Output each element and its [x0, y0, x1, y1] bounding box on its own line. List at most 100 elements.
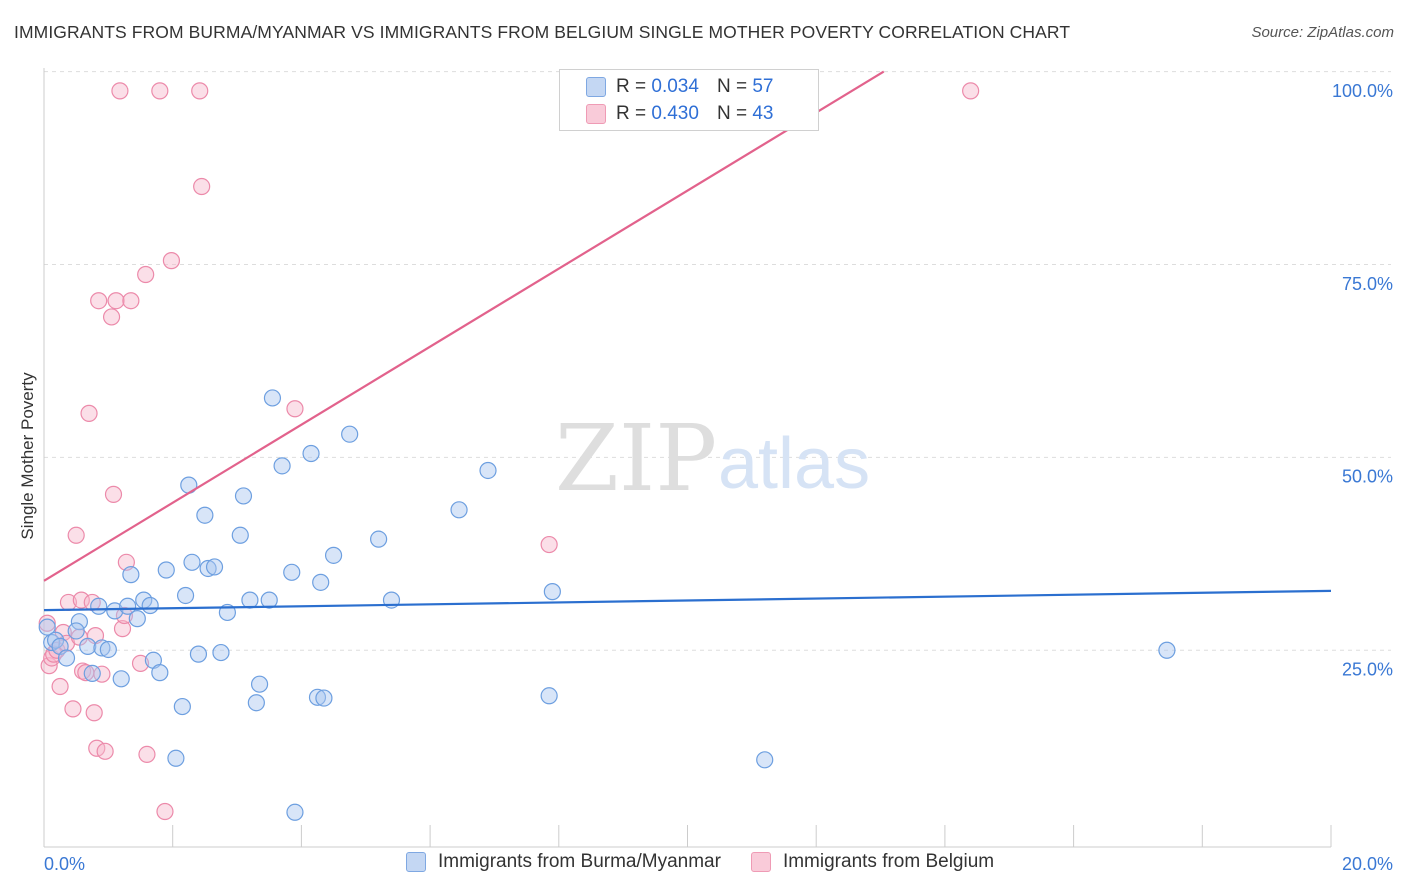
- burma-point: [1158, 641, 1176, 659]
- belgium-point: [51, 677, 69, 696]
- burma-point: [196, 506, 214, 524]
- series-legend: Immigrants from Burma/Myanmar Immigrants…: [406, 851, 1024, 873]
- burma-point: [176, 586, 195, 605]
- burma-point: [540, 687, 558, 705]
- watermark-zip: ZIP: [555, 405, 717, 512]
- belgium-point: [93, 665, 111, 683]
- belgium-point: [38, 614, 56, 632]
- burma-point: [302, 444, 320, 463]
- burma-point: [263, 389, 282, 407]
- belgium-point: [131, 654, 150, 672]
- burma-point: [273, 457, 291, 475]
- tick-labels: 25.0% 50.0% 75.0% 100.0% 0.0% 20.0%: [44, 81, 1393, 874]
- belgium-point: [107, 292, 125, 310]
- burma-point: [286, 803, 304, 821]
- burma-point: [199, 559, 217, 578]
- burma-point: [341, 425, 359, 443]
- burma-point: [189, 645, 208, 663]
- belgium-point: [286, 400, 304, 418]
- series-legend-burma[interactable]: Immigrants from Burma/Myanmar: [406, 851, 721, 873]
- axes: [43, 68, 1332, 848]
- belgium-point: [113, 620, 132, 638]
- burma-point: [260, 591, 278, 609]
- burma-point: [141, 596, 159, 615]
- burma-point: [370, 530, 388, 548]
- burma-point: [312, 573, 330, 591]
- belgium-point: [151, 82, 169, 100]
- burma-point: [38, 618, 56, 636]
- trend-lines: [43, 70, 1332, 612]
- burma-point: [119, 597, 137, 615]
- burma-point: [93, 639, 111, 657]
- chart-title: IMMIGRANTS FROM BURMA/MYANMAR VS IMMIGRA…: [14, 22, 1071, 42]
- series-swatch-blue: [406, 852, 426, 872]
- legend-row-belgium: R = 0.430 N = 43: [586, 101, 773, 127]
- burma-point: [151, 664, 169, 682]
- watermark-atlas: atlas: [718, 424, 870, 504]
- burma-point: [283, 563, 301, 581]
- y-tick-label: 75.0%: [1342, 274, 1393, 294]
- correlation-legend: R = 0.034 N = 57 R = 0.430 N = 43: [559, 69, 819, 131]
- burma-point: [167, 749, 185, 767]
- burma-point: [122, 566, 140, 584]
- belgium-point: [193, 177, 211, 196]
- burma-point: [106, 602, 124, 620]
- burma-points: [38, 389, 1176, 821]
- belgium-point: [138, 745, 156, 764]
- watermark: ZIP atlas: [555, 405, 870, 512]
- burma-point: [247, 694, 265, 712]
- burma-point: [543, 583, 561, 601]
- burma-point: [79, 637, 97, 655]
- legend-r-label: R =: [616, 76, 647, 97]
- series-label-burma: Immigrants from Burma/Myanmar: [438, 851, 721, 872]
- belgium-point: [115, 606, 134, 625]
- belgium-point: [191, 82, 209, 100]
- burma-point: [70, 613, 88, 631]
- burma-point: [234, 487, 253, 505]
- belgium-point: [962, 82, 980, 100]
- belgium-point: [67, 526, 85, 544]
- belgium-point: [64, 700, 82, 718]
- belgium-point: [111, 82, 129, 100]
- y-tick-label: 100.0%: [1332, 81, 1393, 101]
- belgium-point: [137, 265, 155, 284]
- belgium-point: [122, 292, 140, 310]
- legend-row-burma: R = 0.034 N = 57: [586, 74, 773, 100]
- belgium-point: [85, 704, 103, 722]
- burma-point: [183, 553, 201, 571]
- burma-point: [112, 670, 130, 688]
- gridlines: [44, 71, 1391, 651]
- belgium-trend-line: [43, 70, 885, 582]
- burma-point: [250, 675, 269, 693]
- burma-point: [756, 751, 774, 769]
- legend-n-label: N =: [716, 103, 748, 124]
- burma-point: [231, 526, 249, 544]
- series-legend-belgium[interactable]: Immigrants from Belgium: [750, 851, 995, 873]
- burma-trend-line: [43, 589, 1332, 612]
- series-swatch-pink: [750, 852, 771, 872]
- burma-point: [83, 664, 101, 682]
- belgium-point: [540, 535, 558, 554]
- burma-point: [157, 561, 175, 579]
- series-label-belgium: Immigrants from Belgium: [782, 851, 995, 872]
- burma-point: [241, 591, 259, 609]
- burma-point: [57, 649, 76, 667]
- legend-swatch-blue: [586, 77, 606, 97]
- legend-n-value: 57: [752, 76, 774, 97]
- burma-point: [99, 640, 117, 659]
- burma-point: [67, 622, 85, 640]
- burma-point: [315, 689, 333, 707]
- source-credit: Source: ZipAtlas.com: [1251, 24, 1394, 41]
- legend-swatch-pink: [586, 104, 606, 124]
- belgium-point: [90, 292, 108, 310]
- belgium-point: [96, 742, 114, 760]
- y-tick-label: 50.0%: [1342, 467, 1393, 487]
- legend-r-label: R =: [616, 103, 647, 124]
- legend-r-value: 0.430: [651, 103, 699, 124]
- belgium-point: [156, 802, 174, 821]
- belgium-point: [162, 252, 181, 270]
- burma-point: [205, 558, 224, 576]
- burma-point: [212, 643, 230, 662]
- x-tick-label: 0.0%: [44, 854, 85, 874]
